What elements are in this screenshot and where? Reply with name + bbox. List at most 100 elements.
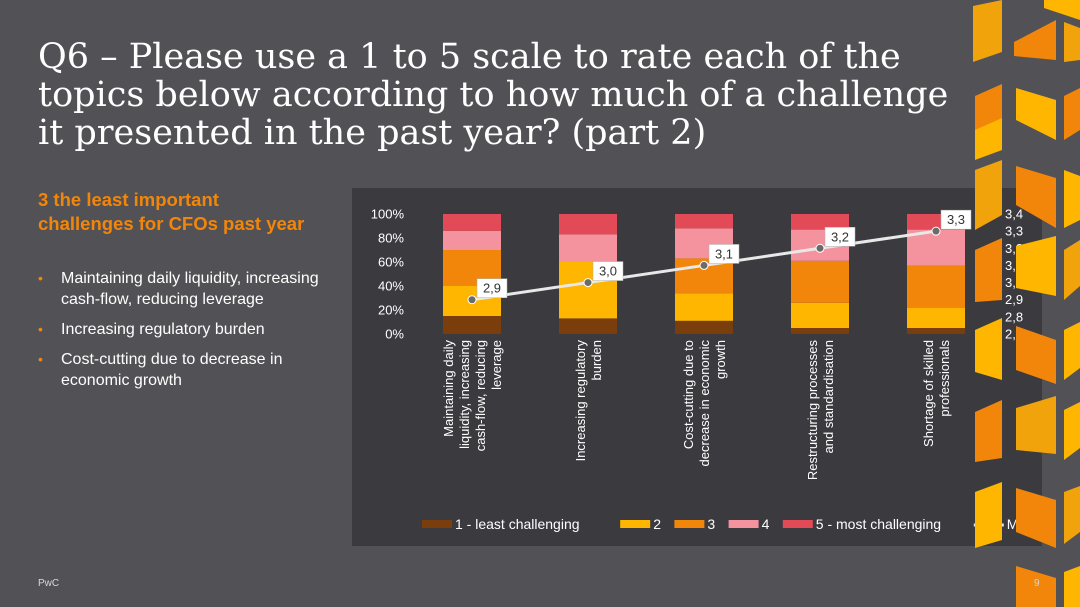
x-category-label: liquidity, increasing xyxy=(457,340,472,449)
legend-swatch xyxy=(782,520,813,528)
list-item: • Cost-cutting due to decrease in economi… xyxy=(38,349,328,391)
x-category-label: growth xyxy=(713,340,728,379)
mean-data-label: 3,3 xyxy=(947,212,965,227)
bar-segment xyxy=(791,214,849,230)
chevron-shape xyxy=(1016,236,1056,296)
legend-label: 3 xyxy=(707,516,715,532)
chart-panel: 0% 20% 40% 60% 80% 100% 2,7 2,8 2,9 3,0 3,1 3,2 3,3 3… xyxy=(352,188,1042,546)
mean-point xyxy=(931,226,941,236)
subtitle: 3 the least important challenges for CFO… xyxy=(38,189,305,234)
chevron-shape xyxy=(1014,20,1056,60)
chevron-shape xyxy=(1064,486,1080,544)
legend-swatch xyxy=(674,520,705,528)
chevron-shape xyxy=(1044,0,1080,20)
y-right-tick-label: 3,3 xyxy=(1005,224,1023,239)
mean-label-box xyxy=(824,227,856,247)
y-left-tick-label: 80% xyxy=(378,231,404,246)
bar-segment xyxy=(675,293,733,321)
chevron-shape xyxy=(1016,396,1056,454)
chevron-shape xyxy=(975,160,1002,230)
y-left-tick-label: 100% xyxy=(371,207,405,222)
x-category-label: cash-flow, reducing xyxy=(473,340,488,451)
bar-segment xyxy=(907,328,965,334)
bullet-text: Maintaining daily liquidity, increasing … xyxy=(61,270,319,308)
bar-segment xyxy=(791,260,849,303)
chevron-shape xyxy=(1064,22,1080,62)
y-right-tick-label: 2,9 xyxy=(1005,292,1023,307)
mean-point xyxy=(467,295,477,305)
chevron-shape xyxy=(1016,166,1056,228)
legend-label: 2 xyxy=(653,516,661,532)
chevron-shape xyxy=(1016,88,1056,140)
mean-data-label: 3,2 xyxy=(831,229,849,244)
page-number: 9 xyxy=(1034,578,1040,589)
bar-segment xyxy=(675,214,733,229)
x-category-label: Increasing regulatory xyxy=(573,340,588,462)
mean-point xyxy=(699,260,709,270)
bar-segment xyxy=(791,328,849,334)
chevron-shape xyxy=(1064,322,1080,380)
y-left-tick-label: 20% xyxy=(378,303,404,318)
legend-label: 1 - least challenging xyxy=(455,516,580,532)
mean-label-box xyxy=(476,278,508,298)
x-category-label: professionals xyxy=(937,340,952,417)
legend-swatch xyxy=(422,520,452,528)
bullet-list: • Maintaining daily liquidity, increasing… xyxy=(38,268,328,400)
y-right-tick-label: 3,4 xyxy=(1005,207,1023,222)
mean-point xyxy=(583,278,593,288)
legend-label: 4 xyxy=(762,516,770,532)
chevron-shape xyxy=(973,0,1002,62)
mean-data-label: 2,9 xyxy=(483,281,501,296)
x-category-label: burden xyxy=(589,340,604,380)
footer-brand: PwC xyxy=(38,578,60,589)
bar-segment xyxy=(443,214,501,231)
x-category-label: Shortage of skilled xyxy=(921,340,936,447)
list-item: • Increasing regulatory burden xyxy=(38,319,328,340)
bar-segment xyxy=(443,230,501,250)
y-right-tick-label: 2,8 xyxy=(1005,309,1023,324)
legend-label: 5 - most challenging xyxy=(816,516,941,532)
legend-swatch xyxy=(728,520,759,528)
bar-segment xyxy=(559,234,617,262)
bar-segment xyxy=(443,316,501,334)
decorative-chevron-pattern xyxy=(973,0,1080,607)
stacked-bar-chart: 0%20%40%60%80%100%2,72,82,93,03,13,23,33… xyxy=(371,207,1042,533)
x-category-label: decrease in economic xyxy=(697,340,712,467)
mean-label-box xyxy=(708,244,740,264)
mean-data-label: 3,0 xyxy=(599,264,617,279)
x-category-label: Restructuring processes xyxy=(805,340,820,481)
bullet-text: Cost-cutting due to decrease in economic… xyxy=(61,351,283,389)
x-category-label: Maintaining daily xyxy=(441,340,456,437)
chevron-shape xyxy=(1064,170,1080,228)
chevron-shape xyxy=(1064,566,1080,607)
mean-point xyxy=(815,243,825,253)
list-item: • Maintaining daily liquidity, increasing… xyxy=(38,268,328,310)
bullet-dot-icon: • xyxy=(38,351,43,367)
chevron-shape xyxy=(975,400,1002,462)
chevron-shape xyxy=(1016,566,1056,607)
bar-segment xyxy=(559,318,617,334)
chevron-shape xyxy=(975,118,1002,160)
chevron-shape xyxy=(1064,240,1080,300)
bar-segment xyxy=(559,214,617,235)
bar-segment xyxy=(675,320,733,334)
chevron-shape xyxy=(975,238,1002,302)
x-category-label: leverage xyxy=(489,340,504,390)
y-left-tick-label: 0% xyxy=(385,327,404,342)
mean-data-label: 3,1 xyxy=(715,246,733,261)
mean-label-box xyxy=(592,261,624,281)
y-left-tick-label: 40% xyxy=(378,279,404,294)
chevron-shape xyxy=(1016,488,1056,548)
y-left-tick-label: 60% xyxy=(378,255,404,270)
chevron-shape xyxy=(1064,88,1080,140)
x-category-label: Cost-cutting due to xyxy=(681,340,696,449)
chevron-shape xyxy=(975,482,1002,548)
bullet-dot-icon: • xyxy=(38,321,43,337)
slide-title: Q6 – Please use a 1 to 5 scale to rate e… xyxy=(38,37,949,153)
x-category-label: and standardisation xyxy=(821,340,836,453)
bar-segment xyxy=(907,307,965,328)
chevron-shape xyxy=(1016,326,1056,384)
bullet-dot-icon: • xyxy=(38,270,43,286)
chevron-shape xyxy=(1064,402,1080,460)
bar-segment xyxy=(791,302,849,328)
